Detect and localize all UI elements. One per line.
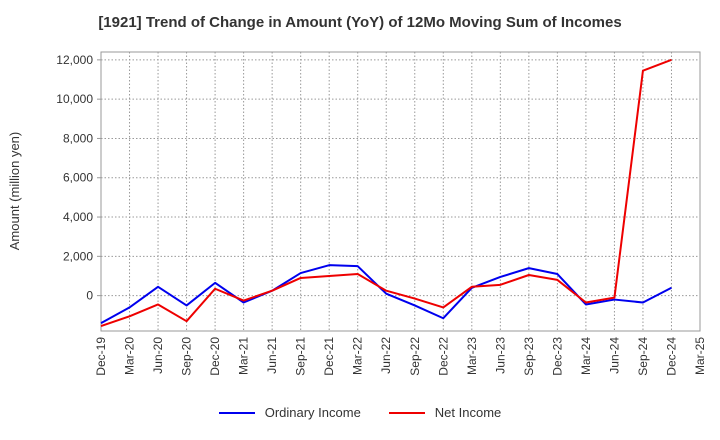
x-tick-label: Sep-24	[636, 337, 650, 376]
y-tick-label: 0	[86, 289, 93, 303]
x-tick-label: Dec-23	[550, 337, 564, 376]
x-tick-label: Dec-19	[94, 337, 108, 376]
legend-item: Net Income	[388, 405, 502, 420]
grid-layer	[100, 51, 701, 332]
x-tick-label: Sep-20	[180, 337, 194, 376]
legend-label: Net Income	[434, 405, 502, 420]
x-tick-label: Jun-22	[379, 337, 393, 374]
legend: Ordinary Income Net Income	[0, 405, 720, 420]
plot-frame	[100, 51, 701, 332]
x-tick-label: Mar-20	[123, 337, 137, 375]
y-tick-label: 6,000	[63, 171, 93, 185]
chart-title: [1921] Trend of Change in Amount (YoY) o…	[98, 14, 622, 31]
legend-swatch	[218, 411, 255, 414]
y-axis-label: Amount (million yen)	[7, 132, 22, 251]
x-tick-label: Sep-23	[522, 337, 536, 376]
x-tick-label: Sep-22	[408, 337, 422, 376]
x-tick-label: Jun-23	[493, 337, 507, 374]
y-tick-label: 8,000	[63, 131, 93, 145]
x-tick-label: Dec-24	[664, 337, 678, 376]
x-tick-label: Jun-20	[151, 337, 165, 374]
x-tick-label: Mar-22	[351, 337, 365, 375]
y-tick-label: 10,000	[56, 92, 93, 106]
legend-item: Ordinary Income	[218, 405, 361, 420]
y-tick-label: 12,000	[56, 53, 93, 67]
y-tick-label: 2,000	[63, 249, 93, 263]
axis-layer: Dec-19 Mar-20 Jun-20 Sep-20 Dec-20 Mar-21 Jun-…	[56, 53, 707, 376]
x-tick-label: Jun-24	[607, 337, 621, 374]
x-tick-label: Dec-21	[322, 337, 336, 376]
x-tick-label: Dec-20	[208, 337, 222, 376]
x-tick-label: Mar-23	[465, 337, 479, 375]
x-tick-label: Mar-21	[237, 337, 251, 375]
y-tick-label: 4,000	[63, 210, 93, 224]
legend-label: Ordinary Income	[264, 405, 361, 420]
series-layer	[100, 58, 672, 328]
x-tick-label: Mar-24	[579, 337, 593, 375]
x-tick-label: Sep-21	[294, 337, 308, 376]
series-line-net-income	[100, 58, 672, 328]
legend-swatch	[388, 411, 425, 414]
x-tick-label: Jun-21	[265, 337, 279, 374]
x-tick-label: Dec-22	[436, 337, 450, 376]
x-tick-label: Mar-25	[693, 337, 707, 375]
